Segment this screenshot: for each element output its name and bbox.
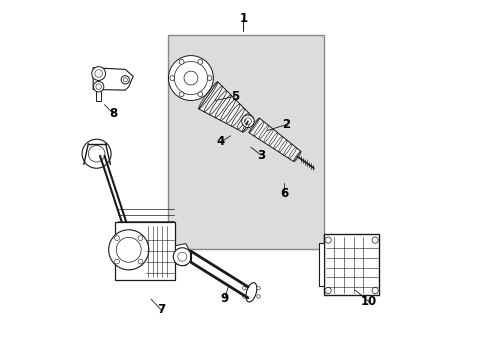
Circle shape: [168, 55, 213, 100]
Circle shape: [116, 237, 141, 262]
Text: 10: 10: [360, 295, 376, 308]
Circle shape: [169, 76, 174, 81]
Circle shape: [198, 59, 202, 64]
Circle shape: [207, 76, 212, 81]
Circle shape: [121, 76, 129, 84]
Text: 5: 5: [230, 90, 239, 103]
Bar: [324, 234, 379, 295]
Circle shape: [242, 287, 245, 290]
Text: 7: 7: [157, 303, 164, 316]
Text: 6: 6: [280, 186, 288, 200]
Text: 8: 8: [109, 107, 117, 120]
Text: 2: 2: [282, 118, 289, 131]
Circle shape: [371, 288, 378, 294]
Circle shape: [114, 236, 119, 240]
Circle shape: [198, 92, 202, 96]
Circle shape: [93, 81, 103, 92]
Circle shape: [88, 145, 104, 162]
Polygon shape: [96, 89, 101, 100]
Circle shape: [108, 230, 148, 270]
Circle shape: [138, 236, 142, 240]
Circle shape: [244, 118, 251, 125]
Text: 4: 4: [217, 135, 224, 148]
Circle shape: [92, 67, 105, 81]
Circle shape: [138, 259, 142, 264]
Bar: [168, 35, 324, 249]
Circle shape: [256, 287, 260, 290]
Circle shape: [96, 84, 101, 89]
Circle shape: [179, 92, 183, 96]
Circle shape: [325, 288, 330, 294]
Polygon shape: [198, 82, 253, 132]
Circle shape: [256, 295, 260, 298]
Circle shape: [241, 115, 254, 127]
Polygon shape: [318, 243, 324, 286]
Circle shape: [95, 70, 102, 77]
Polygon shape: [93, 68, 133, 90]
Circle shape: [173, 248, 191, 266]
Text: 3: 3: [257, 149, 264, 162]
Ellipse shape: [245, 283, 256, 302]
Circle shape: [179, 59, 183, 64]
Text: 9: 9: [220, 292, 228, 305]
Circle shape: [82, 139, 111, 168]
Polygon shape: [248, 118, 300, 162]
Polygon shape: [175, 244, 189, 266]
Circle shape: [371, 237, 378, 243]
Circle shape: [174, 62, 207, 95]
Circle shape: [178, 252, 186, 261]
Circle shape: [183, 71, 198, 85]
Bar: [115, 222, 175, 280]
Text: 1: 1: [239, 12, 247, 25]
Circle shape: [114, 259, 119, 264]
Circle shape: [242, 295, 245, 298]
Circle shape: [325, 237, 330, 243]
Circle shape: [123, 78, 127, 82]
